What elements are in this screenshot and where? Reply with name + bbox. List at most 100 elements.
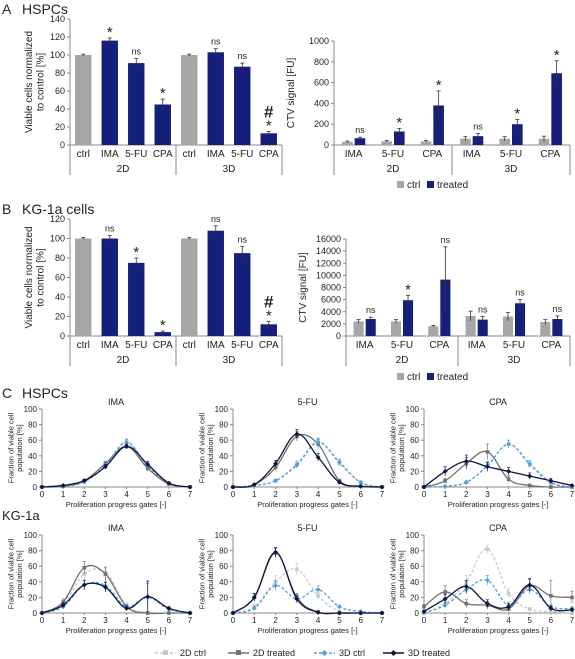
legend-c-3d-treated: 3D treated bbox=[408, 648, 450, 658]
x-tick-label: 6 bbox=[549, 490, 554, 499]
data-point bbox=[443, 478, 447, 483]
x-tick-label: 0 bbox=[231, 616, 236, 625]
data-point bbox=[506, 591, 511, 596]
data-point bbox=[103, 584, 108, 590]
x-tick-label: CPA bbox=[259, 340, 279, 351]
y-tick-label: 20 bbox=[410, 467, 419, 476]
data-point bbox=[549, 485, 553, 489]
y-tick-label: 140 bbox=[50, 14, 65, 24]
series-line bbox=[41, 441, 191, 488]
data-point bbox=[60, 483, 66, 488]
data-point bbox=[39, 610, 45, 616]
x-axis-label: Proliferation progress gates [-] bbox=[66, 626, 166, 635]
x-tick-label: 5 bbox=[337, 490, 342, 499]
data-point bbox=[124, 605, 129, 611]
x-tick-label: 0 bbox=[422, 490, 427, 499]
x-tick-label: 4 bbox=[124, 490, 129, 499]
x-tick-label: ctrl bbox=[183, 149, 196, 160]
data-point bbox=[145, 611, 150, 615]
legend-label-ctrl: ctrl bbox=[407, 372, 420, 383]
significance-mark: * bbox=[266, 307, 272, 324]
data-point bbox=[273, 478, 278, 484]
data-point bbox=[421, 484, 427, 490]
data-point bbox=[103, 572, 108, 576]
series-line bbox=[41, 441, 191, 488]
bar bbox=[499, 138, 510, 145]
x-tick-label: 2 bbox=[273, 616, 278, 625]
significance-mark: ns bbox=[478, 305, 488, 315]
x-tick-label: 3 bbox=[295, 490, 300, 499]
x-tick-label: 1 bbox=[61, 616, 66, 625]
data-point bbox=[358, 483, 364, 489]
bar bbox=[207, 52, 224, 145]
x-tick-label: 3 bbox=[485, 616, 490, 625]
x-axis-label: Proliferation progress gates [-] bbox=[257, 500, 357, 509]
bar bbox=[154, 332, 171, 336]
data-point bbox=[463, 584, 469, 589]
hash-mark: # bbox=[264, 292, 274, 311]
chart-title: CPA bbox=[489, 523, 507, 533]
y-tick-label: 60 bbox=[28, 562, 37, 571]
bar bbox=[472, 136, 484, 145]
y-tick-label: 12000 bbox=[316, 258, 341, 268]
y-axis-label: CTV signal [FU] bbox=[298, 252, 309, 323]
y-tick-label: 16000 bbox=[316, 234, 341, 244]
bar bbox=[353, 321, 364, 336]
y-tick-label: 0 bbox=[60, 331, 65, 341]
y-tick-label: 60 bbox=[55, 86, 65, 96]
y-tick-label: 10000 bbox=[316, 270, 341, 280]
bar bbox=[394, 131, 405, 145]
group-label: 2D bbox=[396, 355, 409, 366]
group-label: 2D bbox=[387, 164, 400, 175]
data-point bbox=[464, 601, 469, 606]
y-tick-label: 40 bbox=[28, 578, 37, 587]
data-point bbox=[187, 610, 193, 616]
series-line bbox=[232, 441, 383, 488]
panel-title-c: HSPCs bbox=[22, 385, 68, 401]
x-tick-label: IMA bbox=[207, 149, 225, 160]
significance-mark: * bbox=[133, 244, 139, 261]
y-tick-label: 100 bbox=[50, 50, 65, 60]
y-axis-label: Fraction of viable cellpopulation [%] bbox=[7, 412, 24, 483]
x-tick-label: 0 bbox=[40, 616, 45, 625]
data-point bbox=[379, 610, 385, 616]
data-point bbox=[145, 461, 151, 467]
data-point bbox=[230, 610, 236, 616]
data-point bbox=[527, 582, 533, 588]
y-tick-label: 60 bbox=[28, 436, 37, 445]
chart-title: 5-FU bbox=[298, 523, 318, 533]
data-point bbox=[251, 605, 257, 611]
legend-c: 2D ctrl 2D treated 3D ctrl 3D treated bbox=[155, 648, 450, 658]
x-tick-label: 5-FU bbox=[231, 340, 253, 351]
x-tick-label: 6 bbox=[358, 616, 363, 625]
data-point bbox=[187, 484, 193, 490]
series-3d-treated bbox=[230, 428, 385, 490]
chart-c-hspc-ima: IMA 0 20 40 60 80 100 0 1 2 3 4 5 6 7 Proliferation pro… bbox=[7, 397, 193, 509]
data-point bbox=[81, 478, 87, 484]
y-tick-label: 20 bbox=[219, 467, 228, 476]
bar bbox=[354, 138, 366, 145]
y-tick-label: 80 bbox=[410, 421, 419, 430]
x-tick-label: 6 bbox=[358, 490, 363, 499]
y-tick-label: 20 bbox=[219, 593, 228, 602]
legend-swatch-treated bbox=[427, 181, 434, 188]
legend-label-treated: treated bbox=[437, 372, 468, 383]
data-point bbox=[506, 604, 511, 610]
x-tick-label: 4 bbox=[316, 616, 321, 625]
significance-mark: * bbox=[396, 114, 402, 131]
x-tick-label: CPA bbox=[153, 340, 173, 351]
bar bbox=[260, 133, 277, 145]
data-point bbox=[103, 464, 108, 470]
x-axis-label: Proliferation progress gates [-] bbox=[257, 626, 357, 635]
x-tick-label: IMA bbox=[345, 149, 363, 160]
x-tick-label: IMA bbox=[468, 340, 486, 351]
bar bbox=[552, 319, 563, 336]
y-tick-label: 14000 bbox=[316, 246, 341, 256]
y-tick-label: 100 bbox=[215, 405, 229, 414]
series-3d-treated bbox=[39, 443, 193, 490]
x-tick-label: 5-FU bbox=[500, 149, 522, 160]
y-tick-label: 100 bbox=[406, 405, 420, 414]
data-point bbox=[463, 458, 469, 464]
x-tick-label: 6 bbox=[167, 616, 172, 625]
